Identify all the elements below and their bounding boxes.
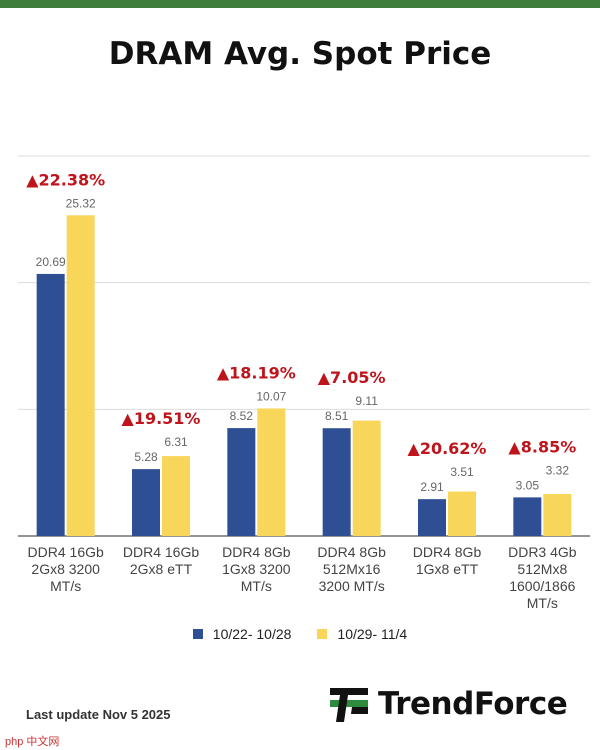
data-label: 3.51 (450, 465, 474, 479)
bar-1 (322, 428, 351, 536)
data-label: 3.32 (546, 463, 570, 477)
category-label: MT/s (50, 578, 81, 594)
legend-swatch (317, 629, 328, 639)
data-label: 10.07 (256, 389, 286, 403)
category-label: DDR4 8Gb (413, 544, 482, 560)
category-label: DDR4 16Gb (123, 544, 199, 560)
change-label: ▲8.85% (508, 437, 576, 456)
bar-1 (513, 497, 542, 536)
data-label: 6.31 (164, 435, 188, 449)
change-label: ▲22.38% (26, 170, 105, 189)
bar-2 (66, 215, 95, 536)
category-label: 3200 MT/s (319, 578, 385, 594)
data-label: 25.32 (66, 196, 96, 210)
data-label: 5.28 (134, 450, 158, 464)
bar-2 (448, 491, 476, 536)
change-label: ▲7.05% (318, 368, 386, 387)
change-label: ▲20.62% (408, 439, 487, 458)
site-watermark: php 中文网 (2, 733, 63, 749)
category-label: MT/s (241, 578, 272, 594)
category-label: DDR3 4Gb (508, 544, 577, 560)
category-label: 512Mx16 (323, 561, 381, 577)
legend-label: 10/29- 11/4 (337, 626, 408, 642)
category-label: MT/s (527, 595, 558, 611)
chart-title: DRAM Avg. Spot Price (108, 36, 492, 72)
category-label: 2Gx8 eTT (130, 561, 193, 577)
change-label: ▲19.51% (122, 409, 201, 428)
category-label: 512Mx8 (517, 561, 567, 577)
category-label: 1600/1866 (509, 578, 575, 594)
bar-1 (36, 273, 65, 536)
legend-label: 10/22- 10/28 (212, 626, 292, 642)
bar-1 (227, 428, 256, 536)
data-label: 2.91 (420, 480, 444, 494)
data-label: 20.69 (36, 255, 66, 269)
bar-1 (132, 469, 160, 536)
data-label: 8.52 (230, 409, 254, 423)
bar-2 (543, 493, 572, 536)
last-update: Last update Nov 5 2025 (26, 707, 171, 722)
bar-2 (257, 408, 286, 536)
data-label: 9.11 (355, 394, 378, 408)
legend-item-series-2: 10/29- 11/4 (317, 626, 407, 642)
legend: 10/22- 10/28 10/29- 11/4 (0, 626, 600, 642)
data-label: 3.05 (516, 478, 540, 492)
category-label: DDR4 16Gb (28, 544, 104, 560)
trendforce-logo-icon (330, 688, 368, 722)
legend-item-series-1: 10/22- 10/28 (192, 626, 292, 642)
bar-1 (418, 499, 446, 536)
top-accent-bar (0, 0, 600, 8)
category-label: 1Gx8 3200 (222, 561, 291, 577)
legend-swatch (192, 629, 203, 639)
brand-name: TrendForce (378, 686, 568, 722)
bar-2 (352, 420, 381, 536)
trendforce-logo: TrendForce (330, 686, 568, 722)
category-label: 1Gx8 eTT (416, 561, 479, 577)
category-label: DDR4 8Gb (222, 544, 291, 560)
change-label: ▲18.19% (217, 363, 296, 382)
category-label: DDR4 8Gb (317, 544, 386, 560)
bar-2 (162, 456, 190, 536)
category-label: 2Gx8 3200 (31, 561, 100, 577)
data-label: 8.51 (325, 409, 349, 423)
